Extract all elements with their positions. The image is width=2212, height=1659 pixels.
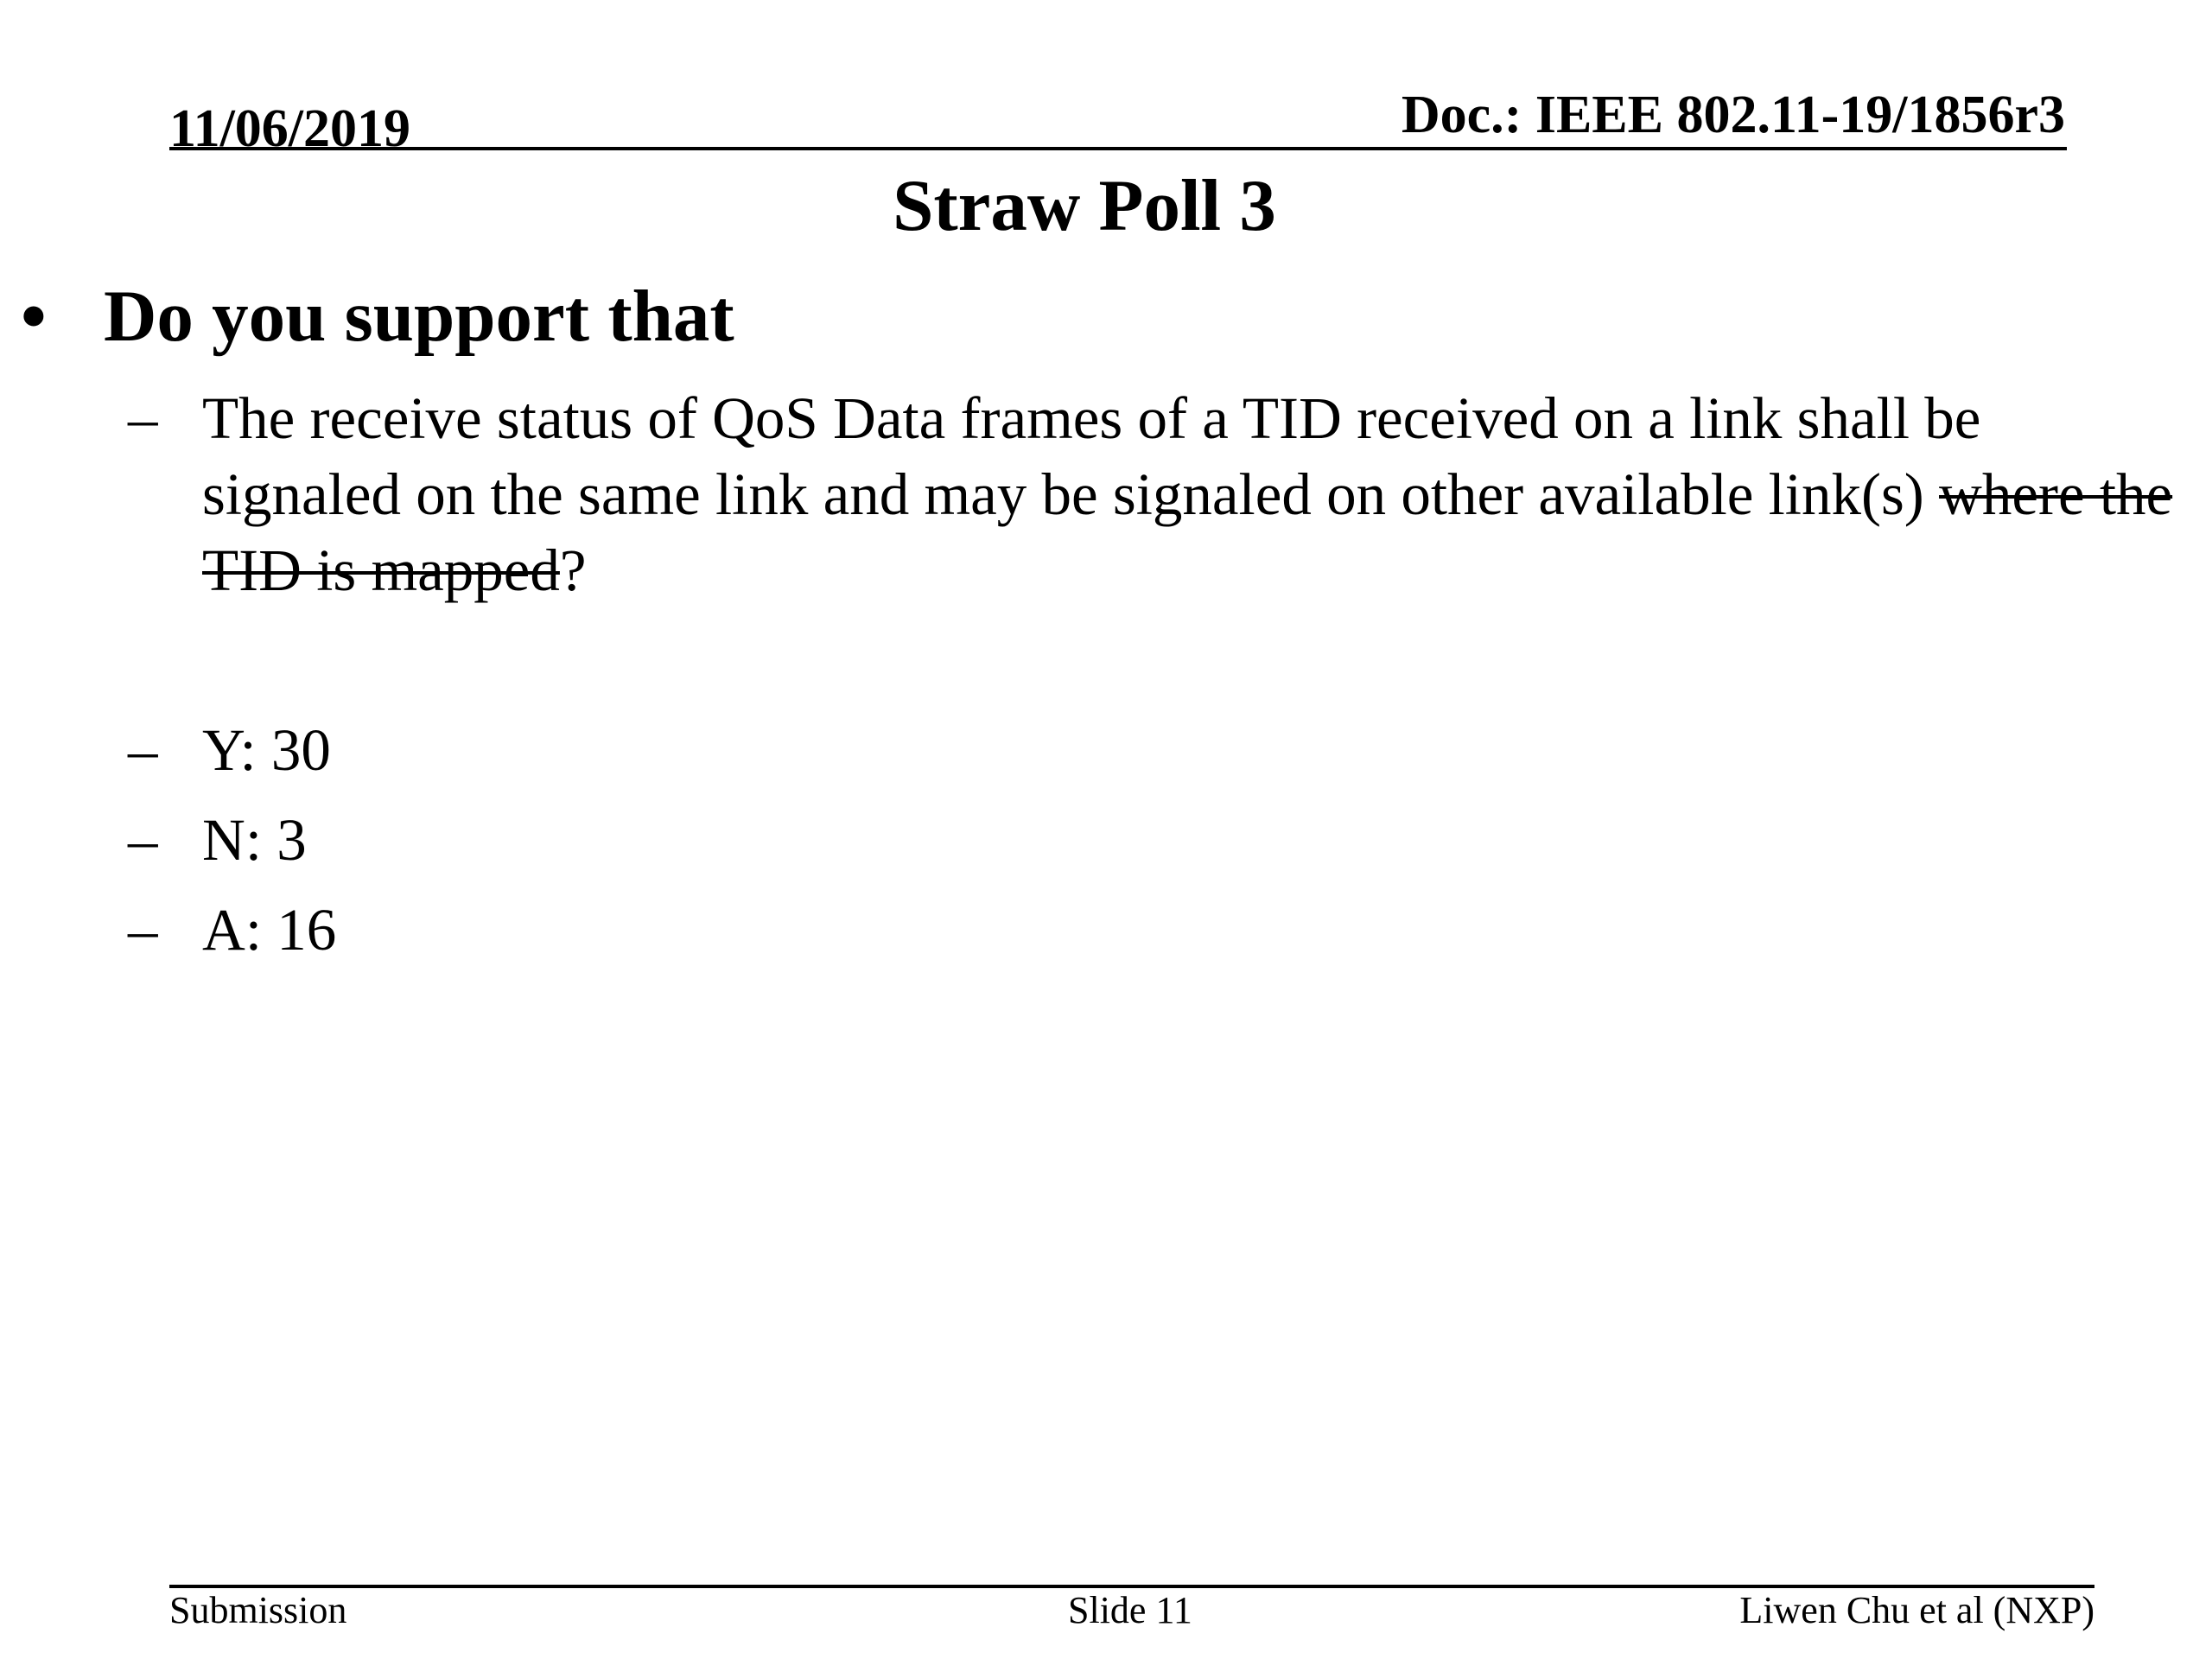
header-date: 11/06/2019 [169,99,411,158]
footer-divider [169,1585,2094,1588]
header-divider [169,147,2067,150]
question-item: – The receive status of QoS Data frames … [128,380,2176,608]
footer-authors: Liwen Chu et al (NXP) [1739,1589,2094,1631]
result-label: N: 3 [202,807,307,873]
result-label: A: 16 [202,897,337,963]
slide-title: Straw Poll 3 [893,165,1276,246]
bullet-dot-icon: • [21,276,47,357]
result-item-no: – N: 3 [128,802,2176,878]
footer-submission: Submission [169,1589,347,1631]
dash-icon: – [128,897,158,963]
dash-icon: – [128,717,158,783]
result-label: Y: 30 [202,717,331,783]
footer-slide-number: Slide 11 [1068,1589,1192,1631]
dash-icon: – [128,385,158,451]
question-struck-text: where the TID is mapped [202,461,2173,603]
question-end: ? [559,537,587,603]
header-doc-id: Doc.: IEEE 802.11-19/1856r3 [1401,86,2065,144]
question-main: The receive status of QoS Data frames of… [202,385,1981,527]
result-item-yes: – Y: 30 [128,712,2176,788]
main-bullet-text: Do you support that [104,276,734,357]
dash-icon: – [128,807,158,873]
question-text: The receive status of QoS Data frames of… [202,380,2176,608]
result-item-abstain: – A: 16 [128,892,2176,968]
